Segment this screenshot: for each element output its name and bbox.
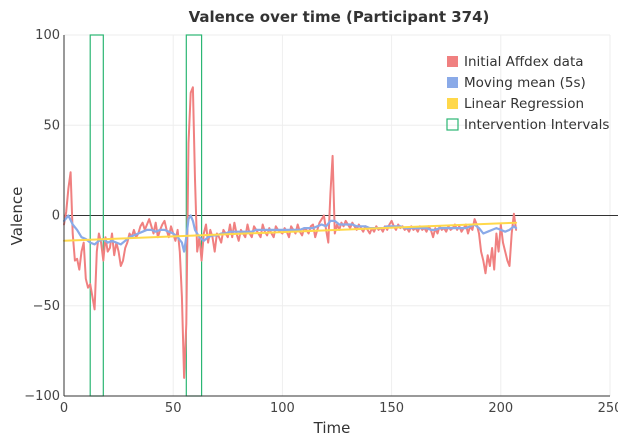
y-axis: −100 −50 0 50 100 [24,28,65,404]
legend-swatch [447,98,458,109]
legend-swatch [447,56,458,67]
x-axis-title: Time [313,419,351,437]
y-tick-label: −50 [33,299,60,314]
x-tick-label: 150 [379,401,404,416]
legend-swatch [446,118,459,131]
chart-title: Valence over time (Participant 374) [189,8,490,26]
y-tick-label: 0 [52,209,60,224]
legend-label: Initial Affdex data [464,54,584,70]
legend[interactable]: Initial Affdex data Moving mean (5s) Linea… [446,54,609,133]
legend-item[interactable]: Linear Regression [447,96,584,112]
y-tick-label: −100 [24,389,60,404]
x-tick-label: 200 [488,401,513,416]
legend-swatch [447,77,458,88]
y-axis-title: Valence [8,187,26,246]
x-tick-label: 250 [598,401,618,416]
x-tick-label: 100 [270,401,295,416]
x-tick-label: 0 [60,401,68,416]
legend-label: Intervention Intervals [464,117,609,133]
series-lines [62,86,518,379]
y-tick-label: 50 [43,118,60,133]
series-line-2 [62,214,518,253]
legend-item[interactable]: Moving mean (5s) [447,75,586,91]
legend-label: Moving mean (5s) [464,75,586,91]
legend-label: Linear Regression [464,96,584,112]
x-axis: 0 50 100 150 200 250 [60,395,618,416]
legend-item[interactable]: Intervention Intervals [446,117,609,133]
x-tick-label: 50 [165,401,182,416]
series-line-3 [63,221,518,242]
y-tick-label: 100 [35,28,60,43]
legend-item[interactable]: Initial Affdex data [447,54,584,70]
